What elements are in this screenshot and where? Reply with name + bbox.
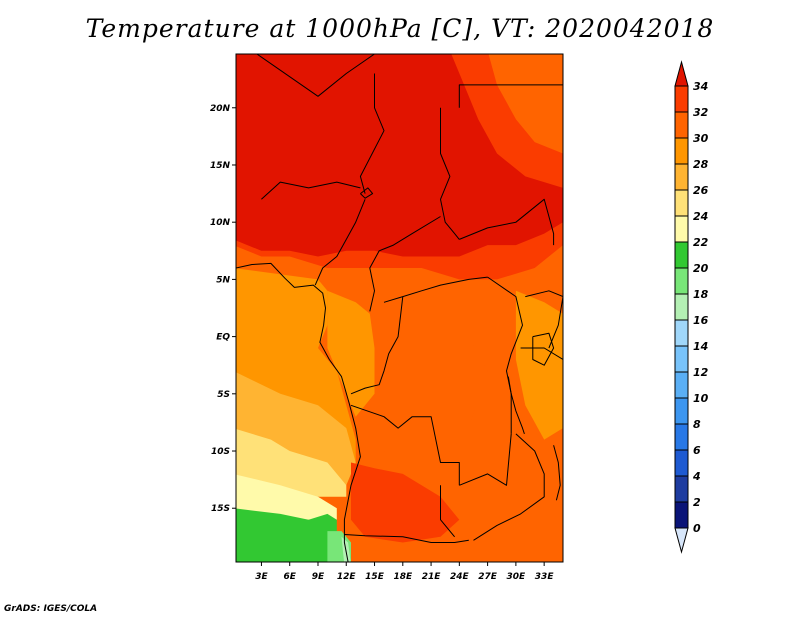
colorbar-label: 20: [693, 262, 709, 275]
colorbar-segment: [674, 293, 689, 321]
grads-credit: GrADS: IGES/COLA: [4, 604, 98, 614]
colorbar-label: 34: [693, 80, 708, 93]
region-north-34plus: [236, 54, 563, 257]
region-east-28-30: [515, 290, 563, 440]
border-nigeria-cameroon: [314, 199, 366, 286]
region-south-32-34: [351, 462, 460, 543]
border-car-drc: [383, 276, 488, 303]
y-tick-label: 20N: [210, 104, 231, 114]
border-sudan-south: [459, 198, 555, 246]
colorbar-label: 10: [693, 392, 709, 405]
colorbar-label: 32: [693, 106, 709, 119]
colorbar-label: 18: [693, 288, 709, 301]
colorbar-label: 0: [693, 522, 701, 535]
region-congo-28-30: [327, 290, 375, 417]
y-tick-label: 5N: [216, 275, 230, 285]
colorbar-segment: [674, 501, 689, 529]
region-interior-30-32: [379, 302, 488, 486]
colorbar-label: 24: [693, 210, 708, 223]
chart-title: Temperature at 1000hPa [C], VT: 20200420…: [85, 14, 715, 43]
colorbar-segment: [674, 189, 689, 217]
colorbar-segment: [674, 397, 689, 425]
colorbar-label: 6: [693, 444, 701, 457]
x-tick-label: 6E: [284, 572, 297, 582]
border-egypt-sudan: [458, 84, 563, 108]
y-tick-label: EQ: [216, 333, 230, 343]
colorbar-segment: [674, 475, 689, 503]
region-northeast-30-32: [488, 54, 563, 154]
region-ocean-20-22: [236, 508, 337, 562]
y-tick-label: 15N: [210, 161, 231, 171]
border-chad-sudan: [440, 107, 460, 240]
lake-chad: [360, 187, 374, 199]
colorbar-label: 22: [693, 236, 709, 249]
map-frame: [235, 53, 564, 563]
coastline-west-africa: [236, 262, 361, 562]
border-angola-namibia: [344, 534, 469, 543]
y-tick-label: 5S: [217, 390, 230, 400]
colorbar-segment: [674, 319, 689, 347]
x-tick-label: 33E: [535, 572, 555, 582]
border-zambia-malawi: [473, 433, 545, 541]
y-tick-label: 10N: [210, 218, 231, 228]
border-sahara-north: [256, 54, 375, 97]
x-tick-label: 9E: [312, 572, 325, 582]
colorbar-segment: [674, 345, 689, 373]
colorbar-segment: [674, 111, 689, 139]
colorbar-segment: [674, 449, 689, 477]
colorbar-segment: [674, 85, 689, 113]
x-tick-label: 21E: [422, 572, 442, 582]
region-ocean-22-24: [236, 474, 337, 520]
colorbar-segment: [674, 423, 689, 451]
colorbar-segment: [674, 241, 689, 269]
colorbar-label: 30: [693, 132, 709, 145]
border-niger-chad: [359, 73, 385, 194]
border-congo-drc: [350, 296, 404, 395]
colorbar-segment: [674, 215, 689, 243]
y-tick-label: 10S: [211, 447, 230, 457]
border-drc-zambia: [459, 433, 512, 486]
border-nigeria-niger: [261, 181, 361, 200]
border-angola-zambia: [440, 485, 455, 538]
colorbar-upper-extend: [674, 60, 689, 87]
colorbar-label: 26: [693, 184, 709, 197]
border-cameroon-car: [369, 216, 441, 312]
x-tick-label: 15E: [365, 572, 385, 582]
x-tick-label: 30E: [507, 572, 527, 582]
x-tick-label: 12E: [337, 572, 357, 582]
x-tick-label: 27E: [478, 572, 498, 582]
border-uganda-kenya: [525, 290, 563, 349]
lake-malawi: [553, 445, 561, 501]
x-tick-label: 3E: [255, 572, 268, 582]
colorbar-segment: [674, 163, 689, 191]
colorbar-label: 12: [693, 366, 709, 379]
region-ocean-24-26: [236, 428, 347, 497]
y-tick-label: 15S: [211, 504, 230, 514]
colorbar-segment: [674, 267, 689, 295]
x-tick-label: 18E: [393, 572, 413, 582]
colorbar-label: 16: [693, 314, 709, 327]
colorbar-lower-extend: [674, 527, 689, 554]
x-tick-label: 24E: [450, 572, 470, 582]
colorbar-segment: [674, 137, 689, 165]
colorbar-segment: [674, 371, 689, 399]
colorbar-label: 28: [693, 158, 709, 171]
colorbar-label: 2: [693, 496, 701, 509]
colorbar-label: 8: [693, 418, 701, 431]
lake-tanganyika: [507, 376, 525, 435]
colorbar-label: 4: [692, 470, 701, 483]
colorbar-label: 14: [693, 340, 708, 353]
lake-victoria: [532, 332, 555, 366]
border-drc-angola: [350, 404, 460, 486]
